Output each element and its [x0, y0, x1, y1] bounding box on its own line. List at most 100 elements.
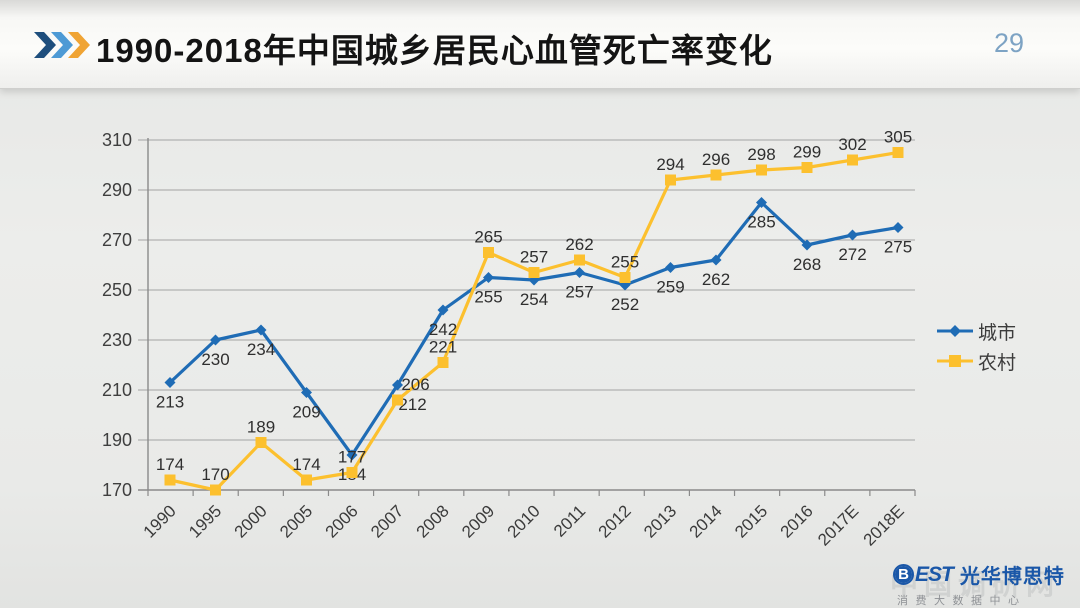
x-axis-label: 2018E: [860, 501, 908, 549]
y-axis-label: 190: [102, 430, 132, 450]
page-number: 29: [993, 28, 1024, 58]
data-point-marker: [483, 247, 494, 258]
x-axis-label: 1990: [140, 501, 180, 541]
x-axis-label: 2013: [640, 501, 680, 541]
data-label: 212: [398, 395, 426, 414]
y-axis-label: 170: [102, 480, 132, 500]
data-point-marker: [483, 272, 494, 283]
chart-legend: 城市 农村: [936, 316, 1016, 376]
data-point-marker: [301, 387, 312, 398]
data-point-marker: [255, 437, 267, 448]
legend-item-urban: 城市: [936, 316, 1016, 346]
y-axis-label: 310: [102, 130, 132, 150]
data-label: 299: [793, 143, 821, 162]
data-label: 259: [656, 278, 684, 297]
data-label: 255: [474, 288, 502, 307]
data-label: 285: [747, 213, 775, 232]
legend-item-rural: 农村: [936, 346, 1016, 376]
x-axis-label: 2012: [595, 501, 635, 541]
data-point-marker: [619, 272, 631, 283]
logo-brand-name: 光华博思特: [959, 566, 1065, 588]
x-axis-label: 2008: [413, 501, 453, 541]
data-point-marker: [710, 169, 722, 181]
data-point-marker: [847, 154, 858, 166]
data-point-marker: [210, 334, 221, 346]
data-label: 257: [565, 283, 593, 302]
data-point-marker: [665, 174, 676, 186]
data-label: 257: [520, 248, 548, 267]
data-point-marker: [346, 449, 358, 461]
data-point-marker: [756, 164, 767, 176]
x-axis-label: 2009: [458, 501, 498, 541]
data-label: 305: [884, 128, 912, 147]
data-point-marker: [892, 222, 904, 233]
data-label: 268: [793, 255, 821, 274]
triple-chevron-icon: [34, 32, 90, 58]
data-label: 206: [401, 375, 429, 394]
data-label: 302: [838, 135, 866, 154]
x-axis-label: 2015: [731, 501, 771, 541]
company-logo: B EST 光华博思特 消费大数据中心: [893, 560, 1080, 608]
data-label: 275: [884, 238, 912, 257]
x-axis-label: 2017E: [814, 501, 862, 549]
data-point-marker: [756, 197, 767, 208]
urban-legend-marker-icon: [937, 325, 973, 337]
data-label: 242: [429, 320, 457, 339]
x-axis-label: 2010: [504, 501, 544, 541]
logo-subtitle: 消费大数据中心: [897, 595, 1027, 607]
data-point-marker: [164, 377, 176, 388]
y-axis-label: 210: [102, 380, 132, 400]
logo-b-icon: B: [893, 564, 914, 585]
data-point-marker: [710, 254, 722, 266]
title-bar: 1990-2018年中国城乡居民心血管死亡率变化 29: [0, 0, 1080, 89]
x-axis-label: 2011: [550, 501, 589, 540]
data-point-marker: [301, 474, 312, 486]
data-point-marker: [574, 267, 585, 278]
logo-text: EST: [915, 562, 954, 586]
data-point-marker: [847, 229, 858, 241]
data-label: 294: [656, 155, 684, 174]
x-axis-label: 2016: [777, 501, 817, 541]
data-point-marker: [801, 239, 813, 251]
legend-label-urban: 城市: [978, 322, 1017, 344]
data-label: 174: [156, 455, 184, 474]
data-label: 189: [247, 418, 275, 437]
data-label: 209: [292, 403, 320, 422]
data-point-marker: [346, 467, 358, 478]
data-label: 255: [611, 253, 639, 272]
data-label: 272: [838, 245, 866, 264]
data-point-marker: [392, 379, 403, 391]
y-axis-label: 270: [102, 230, 132, 250]
data-label: 234: [247, 340, 275, 359]
x-axis-label: 2000: [231, 501, 271, 541]
watermark: 中国调研网: [890, 569, 1061, 600]
data-label: 296: [702, 150, 730, 169]
data-point-marker: [437, 357, 449, 368]
data-label: 252: [611, 295, 639, 314]
x-axis-label: 2006: [322, 501, 362, 541]
data-label: 230: [201, 350, 229, 369]
data-label: 213: [156, 393, 184, 412]
x-axis-label: 1995: [185, 501, 225, 541]
y-axis-label: 290: [102, 180, 132, 200]
data-label: 298: [747, 145, 775, 164]
data-point-marker: [665, 262, 676, 273]
data-point-marker: [164, 474, 176, 486]
data-point-marker: [801, 162, 813, 173]
x-axis-label: 2007: [367, 501, 407, 541]
data-label: 174: [292, 455, 320, 474]
data-label: 262: [565, 235, 593, 254]
y-axis-label: 250: [102, 280, 132, 300]
data-label: 221: [429, 338, 457, 357]
legend-label-rural: 农村: [978, 352, 1017, 374]
data-point-marker: [437, 304, 449, 316]
data-point-marker: [574, 254, 585, 266]
y-axis-label: 230: [102, 330, 132, 350]
rural-line: [169, 150, 899, 492]
data-label: 170: [201, 465, 229, 484]
data-point-marker: [528, 267, 540, 278]
x-axis-label: 2014: [686, 501, 726, 541]
data-label: 262: [702, 270, 730, 289]
page-title: 1990-2018年中国城乡居民心血管死亡率变化: [96, 32, 773, 69]
